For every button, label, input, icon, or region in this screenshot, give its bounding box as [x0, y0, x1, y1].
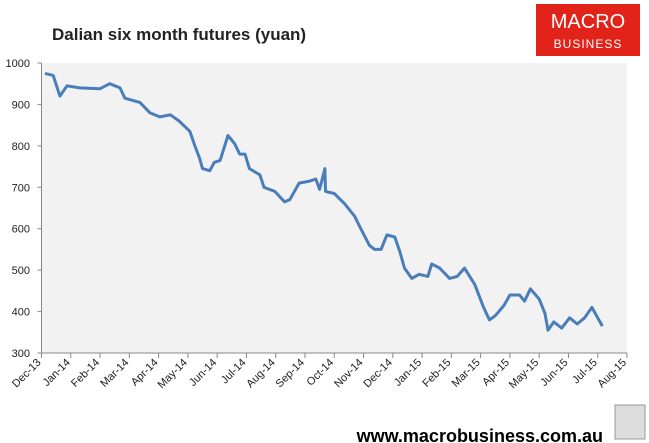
y-tick-label: 1000: [6, 58, 30, 70]
x-tick-label: Dec-13: [10, 357, 44, 391]
x-tick-label: Jan-14: [41, 357, 73, 389]
x-tick-label: Aug-14: [244, 357, 278, 391]
chart-title: Dalian six month futures (yuan): [52, 25, 306, 44]
x-tick-label: Dec-14: [361, 357, 395, 391]
y-tick-label: 800: [12, 141, 30, 153]
logo-box: [536, 4, 640, 56]
plot-area: [41, 63, 627, 353]
y-tick-label: 300: [12, 348, 30, 360]
y-tick-label: 500: [12, 265, 30, 277]
y-tick-label: 400: [12, 307, 30, 319]
x-tick-label: Nov-14: [332, 357, 366, 391]
wolf-icon: [614, 404, 646, 440]
x-tick-label: Jun-14: [187, 357, 219, 389]
x-tick-label: Aug-15: [596, 357, 630, 391]
x-tick-label: Mar-14: [98, 357, 131, 390]
x-tick-label: Jan-15: [392, 357, 424, 389]
y-tick-label: 600: [12, 224, 30, 236]
x-tick-label: Feb-14: [69, 357, 102, 390]
x-tick-label: May-14: [156, 357, 190, 391]
x-tick-label: Sep-14: [274, 357, 308, 391]
source: www.macrobusiness.com.au: [356, 426, 603, 443]
logo-text: BUSINESS: [554, 37, 623, 51]
line: [44, 71, 604, 332]
x-tick-label: May-15: [507, 357, 541, 391]
y-tick-label: 700: [12, 182, 30, 194]
x-tick-label: Feb-15: [420, 357, 453, 390]
logo-text: MACRO: [551, 11, 625, 33]
x-tick-label: Jun-15: [538, 357, 570, 389]
x-tick-label: Oct-14: [305, 357, 337, 389]
x-tick-label: Mar-15: [450, 357, 483, 390]
y-tick-label: 900: [12, 99, 30, 111]
